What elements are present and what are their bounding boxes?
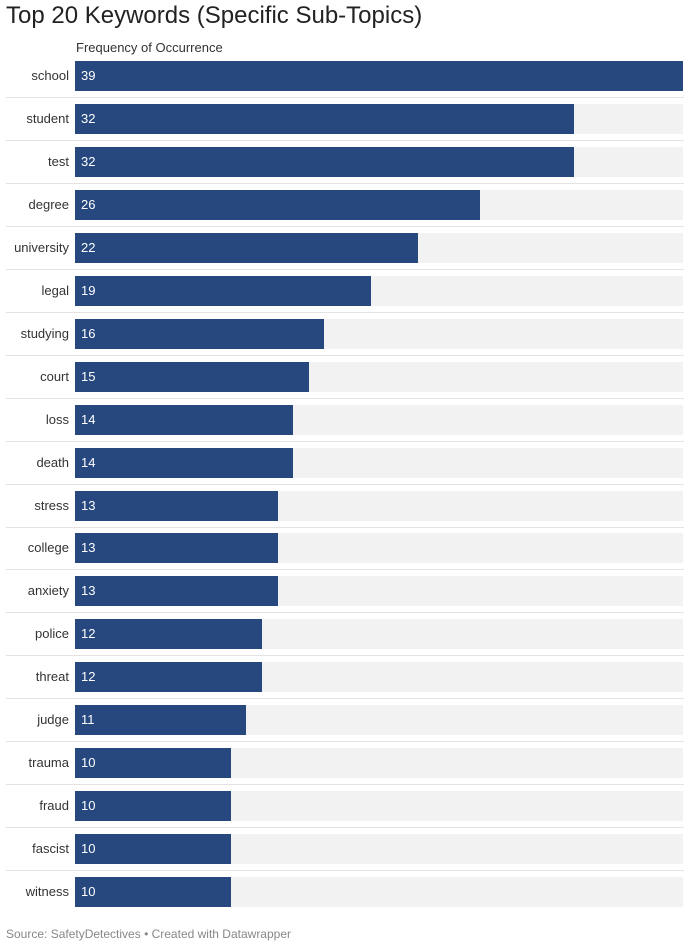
row-separator — [6, 569, 684, 571]
row-separator — [6, 784, 684, 786]
source-note: Source: SafetyDetectives • Created with … — [6, 927, 291, 941]
category-label: test — [48, 153, 69, 169]
bar-studying — [75, 318, 325, 349]
category-label: anxiety — [27, 583, 69, 599]
category-label: police — [35, 626, 69, 642]
category-label: fraud — [39, 798, 69, 814]
row-separator — [6, 827, 684, 829]
bar-loss — [75, 404, 294, 435]
row-separator — [6, 182, 684, 184]
bar-fascist — [75, 834, 231, 865]
value-label: 39 — [81, 68, 96, 83]
category-label: trauma — [28, 755, 69, 771]
value-label: 15 — [81, 368, 96, 384]
category-label: studying — [20, 325, 69, 341]
value-label: 13 — [81, 583, 96, 599]
bar-police — [75, 619, 263, 650]
category-label: court — [40, 368, 69, 384]
bar-anxiety — [75, 576, 278, 607]
value-label: 14 — [81, 411, 96, 427]
row-separator — [6, 526, 684, 528]
value-label: 16 — [81, 325, 96, 341]
bar-trauma — [75, 748, 231, 779]
bar-threat — [75, 662, 263, 693]
category-label: school — [31, 68, 69, 83]
bar-university — [75, 232, 418, 263]
value-label: 12 — [81, 626, 96, 642]
row-separator — [6, 397, 684, 399]
value-label: 13 — [81, 540, 96, 556]
value-label: 32 — [81, 110, 96, 126]
row-separator — [6, 612, 684, 614]
bar-student — [75, 103, 574, 134]
bar-judge — [75, 705, 247, 736]
bar-legal — [75, 275, 372, 306]
row-separator — [6, 139, 684, 141]
category-label: legal — [41, 282, 69, 298]
category-label: loss — [45, 411, 69, 427]
value-label: 22 — [81, 239, 96, 255]
category-label: college — [27, 540, 69, 556]
value-label: 10 — [81, 798, 96, 814]
category-label: university — [14, 239, 69, 255]
value-label: 11 — [81, 712, 95, 728]
row-separator — [6, 268, 684, 270]
value-label: 10 — [81, 841, 96, 857]
value-label: 14 — [81, 454, 96, 470]
row-separator — [6, 741, 684, 743]
value-label: 10 — [81, 884, 96, 900]
row-separator — [6, 311, 684, 313]
bar-fraud — [75, 791, 231, 822]
row-separator — [6, 354, 684, 356]
chart-subtitle: Frequency of Occurrence — [76, 40, 223, 55]
chart-title: Top 20 Keywords (Specific Sub-Topics) — [6, 2, 423, 29]
category-label: stress — [34, 497, 69, 513]
value-label: 19 — [81, 282, 96, 298]
bar-school — [75, 61, 683, 91]
row-separator — [6, 225, 684, 227]
category-label: degree — [28, 196, 69, 212]
bar-test — [75, 146, 574, 177]
bar-college — [75, 533, 278, 564]
row-separator — [6, 483, 684, 485]
value-label: 32 — [81, 153, 96, 169]
category-label: student — [26, 110, 69, 126]
bar-witness — [75, 877, 231, 908]
category-label: judge — [37, 712, 69, 728]
value-label: 10 — [81, 755, 96, 771]
row-separator — [6, 440, 684, 442]
value-label: 12 — [81, 669, 96, 685]
row-separator — [6, 655, 684, 657]
value-label: 13 — [81, 497, 96, 513]
value-label: 26 — [81, 196, 96, 212]
category-label: witness — [25, 884, 69, 900]
row-separator — [6, 870, 684, 872]
category-label: threat — [35, 669, 69, 685]
bar-stress — [75, 490, 278, 521]
category-label: death — [36, 454, 69, 470]
category-label: fascist — [32, 841, 69, 857]
row-separator — [6, 698, 684, 700]
bar-death — [75, 447, 294, 478]
bar-degree — [75, 189, 481, 220]
row-separator — [6, 97, 684, 98]
bar-court — [75, 361, 309, 392]
